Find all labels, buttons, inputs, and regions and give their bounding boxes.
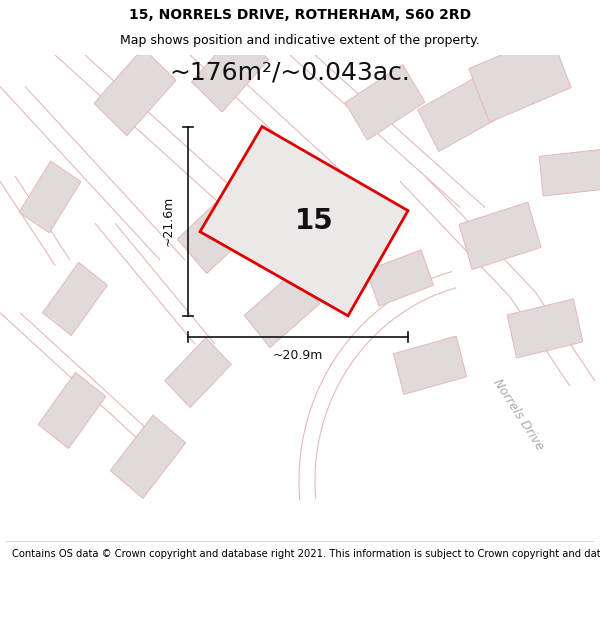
Text: Contains OS data © Crown copyright and database right 2021. This information is : Contains OS data © Crown copyright and d… (12, 549, 600, 559)
Polygon shape (394, 336, 467, 394)
Polygon shape (38, 372, 106, 449)
Text: ~21.6m: ~21.6m (161, 196, 175, 246)
Polygon shape (507, 299, 583, 358)
Polygon shape (418, 74, 502, 151)
Polygon shape (345, 64, 425, 140)
Polygon shape (539, 149, 600, 196)
Text: 15, NORRELS DRIVE, ROTHERHAM, S60 2RD: 15, NORRELS DRIVE, ROTHERHAM, S60 2RD (129, 8, 471, 22)
Polygon shape (200, 126, 408, 316)
Polygon shape (244, 271, 320, 348)
Polygon shape (19, 161, 81, 233)
Polygon shape (177, 190, 259, 274)
Polygon shape (469, 34, 571, 123)
Polygon shape (94, 48, 176, 136)
Text: ~176m²/~0.043ac.: ~176m²/~0.043ac. (170, 61, 410, 85)
Polygon shape (165, 338, 231, 408)
Text: Norrels Drive: Norrels Drive (490, 377, 546, 452)
Text: 15: 15 (295, 207, 334, 235)
Text: Map shows position and indicative extent of the property.: Map shows position and indicative extent… (120, 34, 480, 47)
Polygon shape (367, 250, 433, 306)
Polygon shape (110, 415, 186, 498)
Text: ~20.9m: ~20.9m (273, 349, 323, 362)
Polygon shape (459, 202, 541, 269)
Polygon shape (43, 262, 107, 336)
Polygon shape (191, 29, 269, 112)
